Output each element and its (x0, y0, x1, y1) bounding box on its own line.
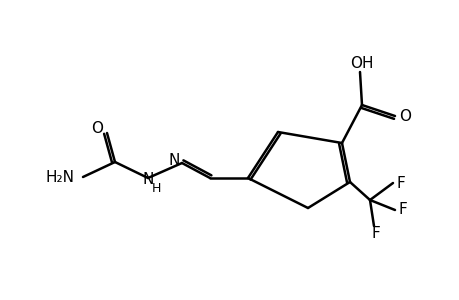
Text: O: O (398, 109, 410, 124)
Text: OH: OH (349, 56, 373, 70)
Text: H₂N: H₂N (46, 169, 75, 184)
Text: F: F (398, 202, 407, 217)
Text: N: N (142, 172, 153, 188)
Text: H: H (151, 182, 160, 194)
Text: F: F (396, 176, 404, 190)
Text: N: N (168, 152, 179, 167)
Text: O: O (91, 121, 103, 136)
Text: F: F (371, 226, 380, 242)
